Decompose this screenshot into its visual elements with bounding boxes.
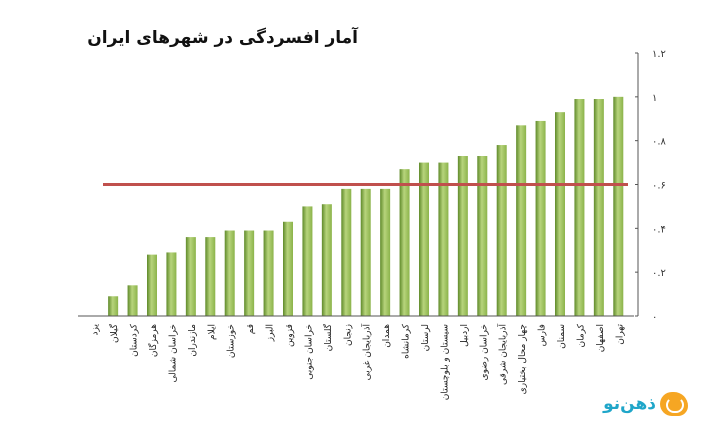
x-tick-label: اردبیل [460,324,470,347]
x-tick-label: کرمان [576,323,586,347]
bar [321,204,332,316]
x-tick-label: هرمزگان [147,324,159,357]
x-tick-label: خوزستان [227,324,237,358]
bar [574,99,585,317]
x-tick-label: آذربایجان غربی [361,324,373,381]
bar [341,188,352,316]
bar [477,156,488,316]
y-tick-label: ۱ [652,93,657,104]
bar [127,285,138,316]
x-tick-label: قزوین [285,324,295,347]
bar [244,230,255,316]
x-tick-label: مازندران [188,324,198,357]
brain-icon [660,392,688,416]
bar [108,296,119,316]
y-tick-label: ۱.۲ [652,49,666,60]
chart-title: آمار افسردگی در شهرهای ایران [87,28,358,48]
bar [419,162,429,316]
x-tick-label: گیلان [108,323,120,343]
x-tick-label: خراسان شمالی [168,324,178,383]
y-tick-label: ۰ [652,312,657,323]
x-tick-label: کردستان [130,323,140,357]
y-tick-label: ۰.۶ [652,181,666,192]
bar [224,230,235,316]
x-tick-label: آذربایجان شرقی [497,324,509,385]
x-tick-label: فارس [538,324,548,346]
bar [593,99,604,317]
bar [205,237,216,316]
x-tick-label: زنجان [343,324,353,346]
x-tick-label: ایلام [207,324,217,340]
bar [438,162,449,316]
x-tick-label: همدان [382,324,392,348]
brand-logo: ذهن‌نو [603,392,688,416]
bar [516,125,527,316]
x-tick-label: تهران [615,324,625,345]
logo-text: ذهن‌نو [603,394,656,414]
bar [399,169,410,316]
bar [613,96,624,316]
x-tick-labels: یزد گیلان کردستان هرمزگان خراسان شمالی مازندر… [91,323,626,400]
bar [496,145,507,316]
bar [555,112,565,316]
x-tick-label: اصفهان [596,324,606,352]
y-axis: ۰ ۰.۲ ۰.۴ ۰.۶ ۰.۸ ۱ ۱.۲ [635,49,667,323]
x-tick-label: خراسان رضوی [479,324,489,380]
y-tick-label: ۰.۸ [652,137,667,148]
bar [457,156,468,316]
x-tick-label: البرز [266,324,276,342]
bar [360,188,371,316]
bar [380,188,391,316]
x-tick-label: قم [246,324,256,334]
y-tick-label: ۰.۲ [652,268,666,279]
x-tick-label: سیستان و بلوچستان [440,324,450,400]
bar [283,221,293,316]
bar [535,120,546,316]
bars-group [78,96,634,317]
bar [185,237,196,316]
x-tick-label: خراسان جنوبی [304,324,314,380]
bar [166,252,177,316]
x-tick-label: لرستان [421,324,431,351]
bar [302,206,313,316]
x-tick-label: گلستان [322,323,334,351]
x-tick-label: کرمانشاه [402,323,412,359]
bar [263,230,274,316]
x-tick-label: سمنان [557,324,567,349]
x-tick-label: یزد [91,324,101,336]
bar [147,254,157,316]
y-tick-label: ۰.۴ [652,224,666,235]
x-tick-label: چهار محال بختیاری [518,324,528,394]
